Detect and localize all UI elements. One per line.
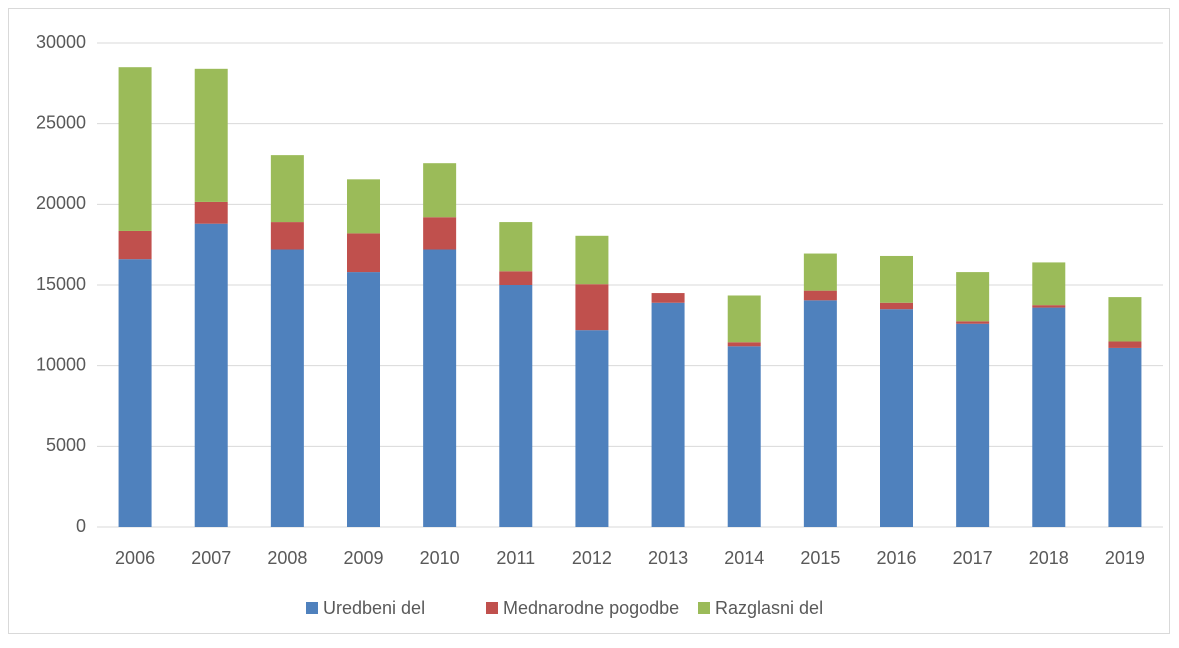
bar-segment [347,179,380,234]
bar-segment [1108,341,1142,348]
y-tick-label: 25000 [36,112,86,132]
x-tick-label: 2011 [496,548,535,568]
y-tick-label: 5000 [46,435,86,455]
bar-segment [651,302,685,527]
y-tick-label: 0 [76,516,86,536]
bar-segment [270,155,304,223]
bar-segment [118,230,152,260]
bar-segment [803,300,837,527]
bar-segment [194,68,228,202]
y-tick-label: 30000 [36,32,86,52]
bar-segment [880,302,913,310]
bar-segment [727,346,761,527]
bar-segment [1032,305,1066,308]
x-tick-label: 2019 [1105,548,1145,568]
bar-segment [499,271,533,285]
bar-segment [651,293,685,303]
bar-segment [118,259,152,527]
x-tick-label: 2015 [800,548,840,568]
bar-segment [499,222,533,272]
bar-segment [956,321,990,324]
bar-segment [880,309,913,527]
x-tick-label: 2014 [724,548,764,568]
legend-swatch [306,602,318,614]
bar-segment [423,249,457,528]
bar-segment [575,330,609,527]
bar-segment [956,323,990,527]
x-tick-label: 2008 [267,548,307,568]
bar-segment [575,235,609,285]
x-tick-label: 2013 [648,548,688,568]
bar-segment [194,223,228,527]
bar-segment [1108,297,1142,342]
bar-segment [499,285,533,527]
y-tick-label: 20000 [36,193,86,213]
bar-segment [270,249,304,528]
legend-label: Uredbeni del [323,598,425,618]
legend-label: Mednarodne pogodbe [503,598,679,618]
bar-segment [727,295,761,343]
bar-segment [1108,347,1142,527]
bar-segment [803,290,837,301]
bar-segment [1032,307,1066,527]
bar-segment [194,201,228,224]
x-tick-label: 2018 [1029,548,1069,568]
bar-segment [1032,262,1066,306]
legend-swatch [486,602,498,614]
x-tick-label: 2017 [953,548,993,568]
bar-segment [727,342,761,347]
bar-segment [347,272,380,527]
bar-segment [423,217,457,250]
legend-swatch [698,602,710,614]
x-tick-label: 2012 [572,548,612,568]
legend-label: Razglasni del [715,598,823,618]
bar-segment [575,284,609,331]
bar-segment [118,67,152,231]
x-tick-label: 2007 [191,548,231,568]
x-tick-label: 2006 [115,548,155,568]
x-tick-label: 2010 [420,548,460,568]
y-tick-label: 10000 [36,354,86,374]
bar-segment [803,253,837,291]
bar-segment [347,233,380,273]
bar-segment [956,272,990,322]
bar-segment [270,222,304,250]
bar-segment [423,163,457,218]
bar-segment [880,255,913,303]
x-tick-label: 2016 [876,548,916,568]
y-tick-label: 15000 [36,274,86,294]
x-tick-label: 2009 [343,548,383,568]
